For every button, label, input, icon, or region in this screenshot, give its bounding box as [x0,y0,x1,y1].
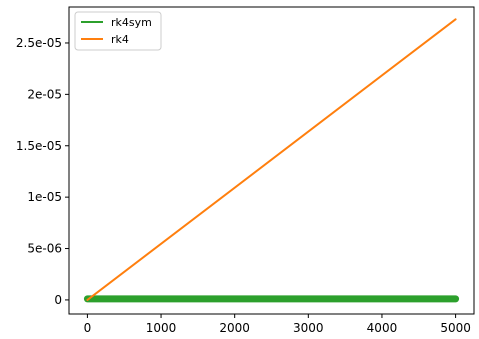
series-line-rk4 [87,19,455,300]
y-tick-label: 2.5e-05 [16,36,62,50]
x-tick-label: 4000 [367,321,398,335]
y-tick-label: 1.5e-05 [16,139,62,153]
legend-label-rk4sym: rk4sym [111,16,152,29]
legend: rk4sym rk4 [75,12,161,50]
y-tick-label: 0 [54,293,62,307]
legend-label-rk4: rk4 [111,33,129,46]
y-tick-label: 2e-05 [27,87,62,101]
y-tick-label: 5e-06 [27,242,62,256]
plot-area [87,19,455,300]
x-tick-label: 5000 [440,321,471,335]
y-tick-label: 1e-05 [27,190,62,204]
axes: 0 1000 2000 3000 4000 5000 0 5e-06 1e-05 1.5e-05 2… [16,7,474,335]
x-tick-label: 2000 [219,321,250,335]
x-tick-label: 3000 [293,321,324,335]
x-tick-label: 0 [84,321,92,335]
x-tick-label: 1000 [146,321,177,335]
